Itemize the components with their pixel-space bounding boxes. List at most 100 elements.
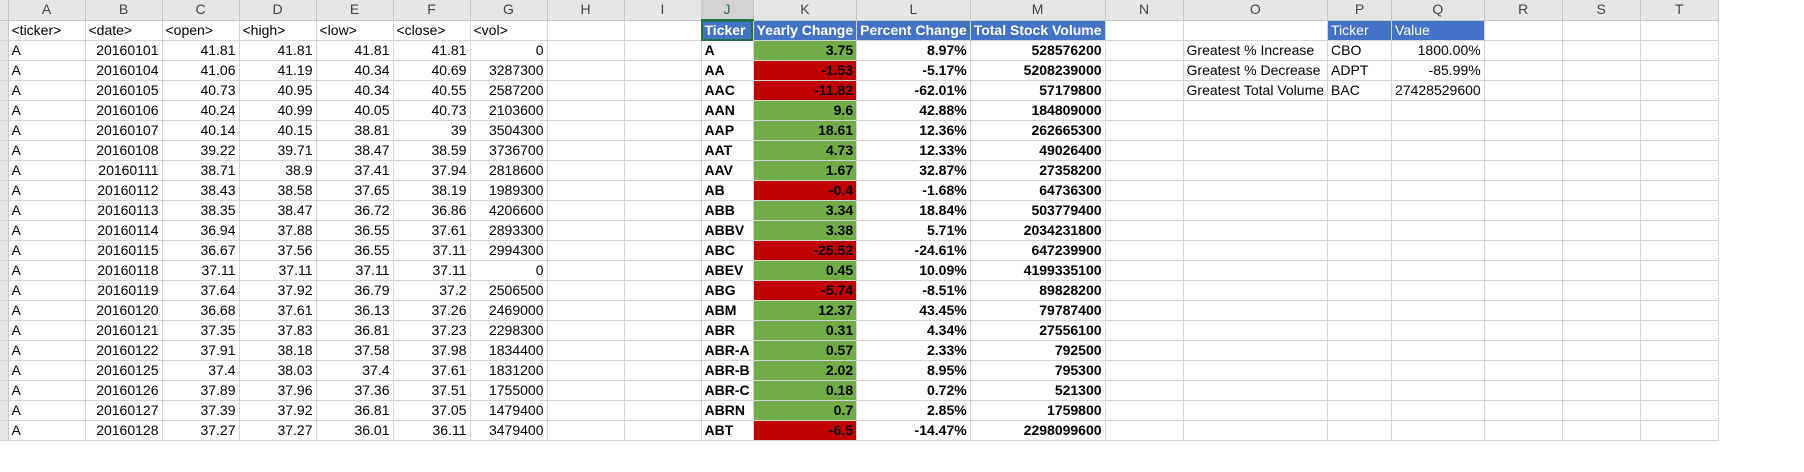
cell-A[interactable]: A bbox=[8, 100, 86, 121]
cell-P[interactable] bbox=[1327, 160, 1393, 181]
cell-E[interactable]: 36.81 bbox=[316, 320, 394, 341]
cell-E[interactable]: 38.47 bbox=[316, 140, 394, 161]
cell-Q[interactable]: Value bbox=[1391, 20, 1485, 41]
cell-P[interactable] bbox=[1327, 340, 1393, 361]
cell-M[interactable]: 503779400 bbox=[970, 200, 1106, 221]
cell-A[interactable]: A bbox=[8, 140, 86, 161]
cell-M[interactable]: 262665300 bbox=[970, 120, 1106, 141]
cell-D[interactable]: <high> bbox=[239, 20, 317, 41]
cell-T[interactable] bbox=[1640, 40, 1719, 61]
cell-M[interactable]: 89828200 bbox=[970, 280, 1106, 301]
cell-B[interactable]: 20160125 bbox=[85, 360, 163, 381]
cell-E[interactable]: 40.34 bbox=[316, 60, 394, 81]
cell-L[interactable]: 2.85% bbox=[856, 400, 971, 421]
cell-G[interactable]: 2994300 bbox=[470, 240, 548, 261]
row-header[interactable] bbox=[0, 220, 9, 241]
cell-Q[interactable] bbox=[1391, 420, 1485, 441]
cell-L[interactable]: 8.97% bbox=[856, 40, 971, 61]
cell-B[interactable]: 20160128 bbox=[85, 420, 163, 441]
row-header[interactable] bbox=[0, 120, 9, 141]
cell-S[interactable] bbox=[1562, 260, 1641, 281]
cell-J[interactable]: ABB bbox=[701, 200, 754, 221]
cell-H[interactable] bbox=[547, 60, 625, 81]
cell-K[interactable]: 0.57 bbox=[753, 340, 858, 361]
cell-C[interactable]: 37.4 bbox=[162, 360, 240, 381]
column-header-N[interactable]: N bbox=[1105, 0, 1184, 21]
cell-S[interactable] bbox=[1562, 320, 1641, 341]
cell-D[interactable]: 38.58 bbox=[239, 180, 317, 201]
cell-B[interactable]: 20160108 bbox=[85, 140, 163, 161]
cell-L[interactable]: -62.01% bbox=[856, 80, 971, 101]
cell-J[interactable]: AA bbox=[701, 60, 754, 81]
cell-E[interactable]: <low> bbox=[316, 20, 394, 41]
cell-P[interactable] bbox=[1327, 420, 1393, 441]
cell-C[interactable]: 37.27 bbox=[162, 420, 240, 441]
cell-P[interactable]: ADPT bbox=[1327, 60, 1393, 81]
cell-J[interactable]: Ticker bbox=[701, 20, 754, 41]
cell-C[interactable]: 36.68 bbox=[162, 300, 240, 321]
cell-H[interactable] bbox=[547, 80, 625, 101]
cell-O[interactable] bbox=[1183, 360, 1329, 381]
cell-E[interactable]: 36.55 bbox=[316, 240, 394, 261]
cell-G[interactable]: 2587200 bbox=[470, 80, 548, 101]
cell-J[interactable]: ABEV bbox=[701, 260, 754, 281]
cell-B[interactable]: 20160120 bbox=[85, 300, 163, 321]
cell-I[interactable] bbox=[624, 100, 702, 121]
cell-F[interactable]: 36.11 bbox=[393, 420, 471, 441]
cell-I[interactable] bbox=[624, 80, 702, 101]
cell-E[interactable]: 36.55 bbox=[316, 220, 394, 241]
cell-A[interactable]: A bbox=[8, 380, 86, 401]
cell-H[interactable] bbox=[547, 320, 625, 341]
cell-Q[interactable] bbox=[1391, 200, 1485, 221]
cell-T[interactable] bbox=[1640, 60, 1719, 81]
cell-F[interactable]: 37.94 bbox=[393, 160, 471, 181]
cell-L[interactable]: -8.51% bbox=[856, 280, 971, 301]
cell-B[interactable]: 20160119 bbox=[85, 280, 163, 301]
cell-D[interactable]: 40.95 bbox=[239, 80, 317, 101]
cell-E[interactable]: 36.72 bbox=[316, 200, 394, 221]
cell-K[interactable]: 3.34 bbox=[753, 200, 858, 221]
cell-L[interactable]: -5.17% bbox=[856, 60, 971, 81]
row-header[interactable] bbox=[0, 320, 9, 341]
row-header[interactable] bbox=[0, 20, 9, 41]
cell-J[interactable]: ABBV bbox=[701, 220, 754, 241]
cell-R[interactable] bbox=[1484, 240, 1563, 261]
cell-K[interactable]: -6.5 bbox=[753, 420, 858, 441]
cell-S[interactable] bbox=[1562, 420, 1641, 441]
cell-O[interactable] bbox=[1183, 300, 1329, 321]
column-header-L[interactable]: L bbox=[856, 0, 971, 21]
cell-R[interactable] bbox=[1484, 300, 1563, 321]
cell-D[interactable]: 40.99 bbox=[239, 100, 317, 121]
cell-N[interactable] bbox=[1105, 100, 1184, 121]
cell-J[interactable]: ABC bbox=[701, 240, 754, 261]
cell-J[interactable]: ABR-C bbox=[701, 380, 754, 401]
cell-M[interactable]: 2034231800 bbox=[970, 220, 1106, 241]
cell-T[interactable] bbox=[1640, 300, 1719, 321]
cell-A[interactable]: A bbox=[8, 160, 86, 181]
cell-M[interactable]: 184809000 bbox=[970, 100, 1106, 121]
cell-R[interactable] bbox=[1484, 60, 1563, 81]
cell-C[interactable]: 38.71 bbox=[162, 160, 240, 181]
cell-N[interactable] bbox=[1105, 160, 1184, 181]
cell-G[interactable]: <vol> bbox=[470, 20, 548, 41]
cell-I[interactable] bbox=[624, 240, 702, 261]
cell-O[interactable] bbox=[1183, 380, 1329, 401]
cell-H[interactable] bbox=[547, 120, 625, 141]
cell-H[interactable] bbox=[547, 360, 625, 381]
cell-T[interactable] bbox=[1640, 140, 1719, 161]
cell-S[interactable] bbox=[1562, 120, 1641, 141]
cell-B[interactable]: 20160122 bbox=[85, 340, 163, 361]
cell-B[interactable]: 20160111 bbox=[85, 160, 163, 181]
cell-C[interactable]: 37.11 bbox=[162, 260, 240, 281]
cell-G[interactable]: 1755000 bbox=[470, 380, 548, 401]
cell-G[interactable]: 2298300 bbox=[470, 320, 548, 341]
cell-Q[interactable] bbox=[1391, 260, 1485, 281]
cell-E[interactable]: 40.05 bbox=[316, 100, 394, 121]
cell-P[interactable] bbox=[1327, 360, 1393, 381]
cell-L[interactable]: -1.68% bbox=[856, 180, 971, 201]
cell-K[interactable]: 4.73 bbox=[753, 140, 858, 161]
cell-P[interactable] bbox=[1327, 320, 1393, 341]
cell-I[interactable] bbox=[624, 360, 702, 381]
row-header[interactable] bbox=[0, 300, 9, 321]
cell-S[interactable] bbox=[1562, 100, 1641, 121]
